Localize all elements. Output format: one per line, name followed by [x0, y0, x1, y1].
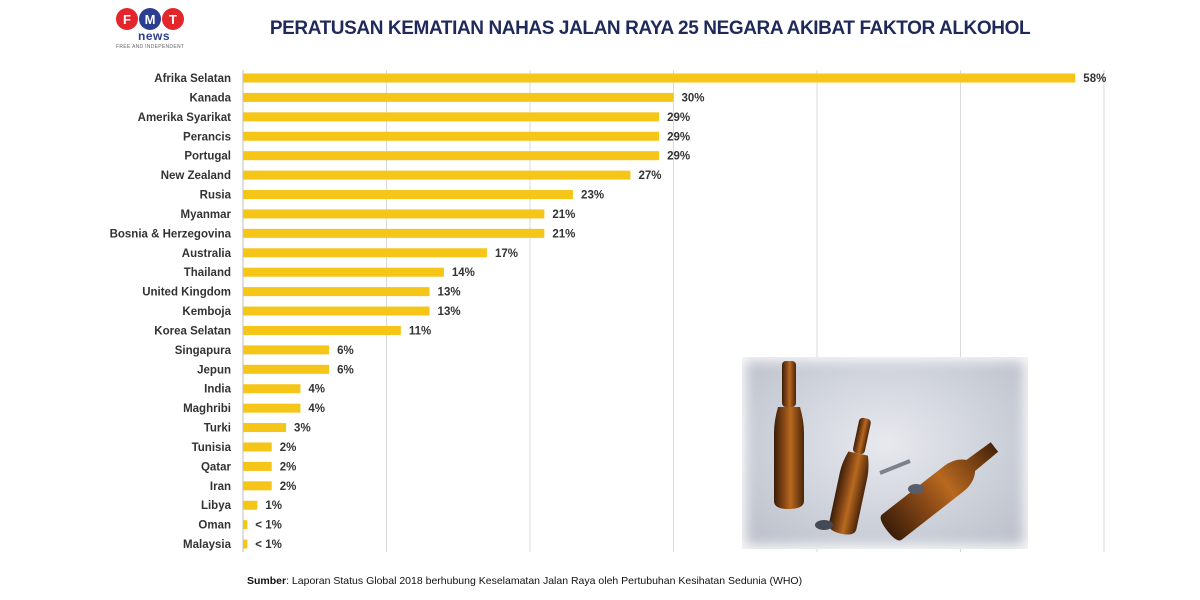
bar [243, 423, 287, 433]
category-label: Maghribi [183, 403, 231, 415]
category-label: Libya [201, 500, 232, 512]
logo-letters: F M T [116, 8, 194, 30]
logo-letter-f: F [116, 8, 138, 30]
data-label: 3% [294, 423, 311, 435]
bar [243, 151, 660, 161]
data-label: 30% [682, 92, 705, 104]
beer-bottles-photo [742, 357, 1028, 549]
bar [243, 384, 301, 394]
data-label: 29% [667, 131, 690, 143]
category-label: Malaysia [183, 539, 232, 551]
bar [243, 500, 258, 510]
data-label: 23% [581, 190, 604, 202]
data-label: 58% [1083, 73, 1106, 85]
category-label: Turki [204, 423, 231, 435]
category-label: Qatar [201, 461, 232, 473]
bar [243, 131, 660, 141]
bar [243, 325, 401, 335]
data-label: 2% [280, 442, 297, 454]
category-label: Tunisia [192, 442, 232, 454]
category-label: Myanmar [181, 209, 232, 221]
category-label: Amerika Syarikat [138, 112, 232, 124]
category-label: Jepun [197, 364, 231, 376]
data-label: 29% [667, 151, 690, 163]
bar [243, 287, 430, 297]
category-label: Australia [182, 248, 232, 260]
bar [243, 520, 248, 530]
bar [243, 190, 574, 200]
category-label: Bosnia & Herzegovina [110, 228, 232, 240]
bar [243, 228, 545, 238]
bar [243, 248, 487, 258]
bar [243, 267, 444, 277]
logo-letter-t: T [162, 8, 184, 30]
chart-title: PERATUSAN KEMATIAN NAHAS JALAN RAYA 25 N… [269, 18, 1031, 39]
category-label: Rusia [200, 190, 232, 202]
data-label: 27% [638, 170, 661, 182]
category-label: India [204, 384, 231, 396]
bar [243, 306, 430, 316]
source-note: Sumber: Laporan Status Global 2018 berhu… [247, 575, 802, 587]
category-label: Oman [198, 520, 231, 532]
bar [243, 364, 330, 374]
bar [243, 481, 272, 491]
category-label: Korea Selatan [154, 325, 231, 337]
category-label: United Kingdom [142, 287, 231, 299]
category-label: New Zealand [161, 170, 231, 182]
data-label: 11% [409, 325, 431, 337]
bar [243, 92, 674, 102]
data-label: < 1% [255, 520, 282, 532]
category-label: Perancis [183, 131, 231, 143]
logo-word: news [138, 29, 171, 43]
logo-tagline: FREE AND INDEPENDENT [116, 44, 185, 50]
data-label: 4% [308, 403, 325, 415]
bar [243, 539, 248, 549]
data-label: < 1% [255, 539, 282, 551]
data-label: 2% [280, 481, 297, 493]
data-label: 1% [265, 500, 282, 512]
category-label: Thailand [184, 267, 231, 279]
logo-letter-m: M [139, 8, 161, 30]
data-label: 4% [308, 384, 325, 396]
category-label: Kanada [189, 92, 231, 104]
category-label: Afrika Selatan [154, 73, 231, 85]
data-label: 13% [438, 287, 461, 299]
data-label: 6% [337, 345, 354, 357]
category-label: Singapura [175, 345, 232, 357]
source-text: : Laporan Status Global 2018 berhubung K… [286, 575, 803, 587]
bar [243, 73, 1076, 83]
data-label: 6% [337, 364, 354, 376]
data-label: 14% [452, 267, 475, 279]
data-label: 29% [667, 112, 690, 124]
category-label: Iran [210, 481, 231, 493]
data-label: 17% [495, 248, 518, 260]
bar [243, 403, 301, 413]
bar [243, 170, 631, 180]
bar [243, 345, 330, 355]
fmt-news-logo: F M T news FREE AND INDEPENDENT [116, 8, 194, 54]
bar [243, 112, 660, 122]
data-label: 2% [280, 461, 297, 473]
source-label: Sumber [247, 575, 287, 587]
bar [243, 461, 272, 471]
data-label: 21% [552, 228, 575, 240]
category-label: Kemboja [182, 306, 231, 318]
bar [243, 209, 545, 219]
data-label: 13% [438, 306, 461, 318]
bar [243, 442, 272, 452]
data-label: 21% [552, 209, 575, 221]
category-label: Portugal [184, 151, 231, 163]
